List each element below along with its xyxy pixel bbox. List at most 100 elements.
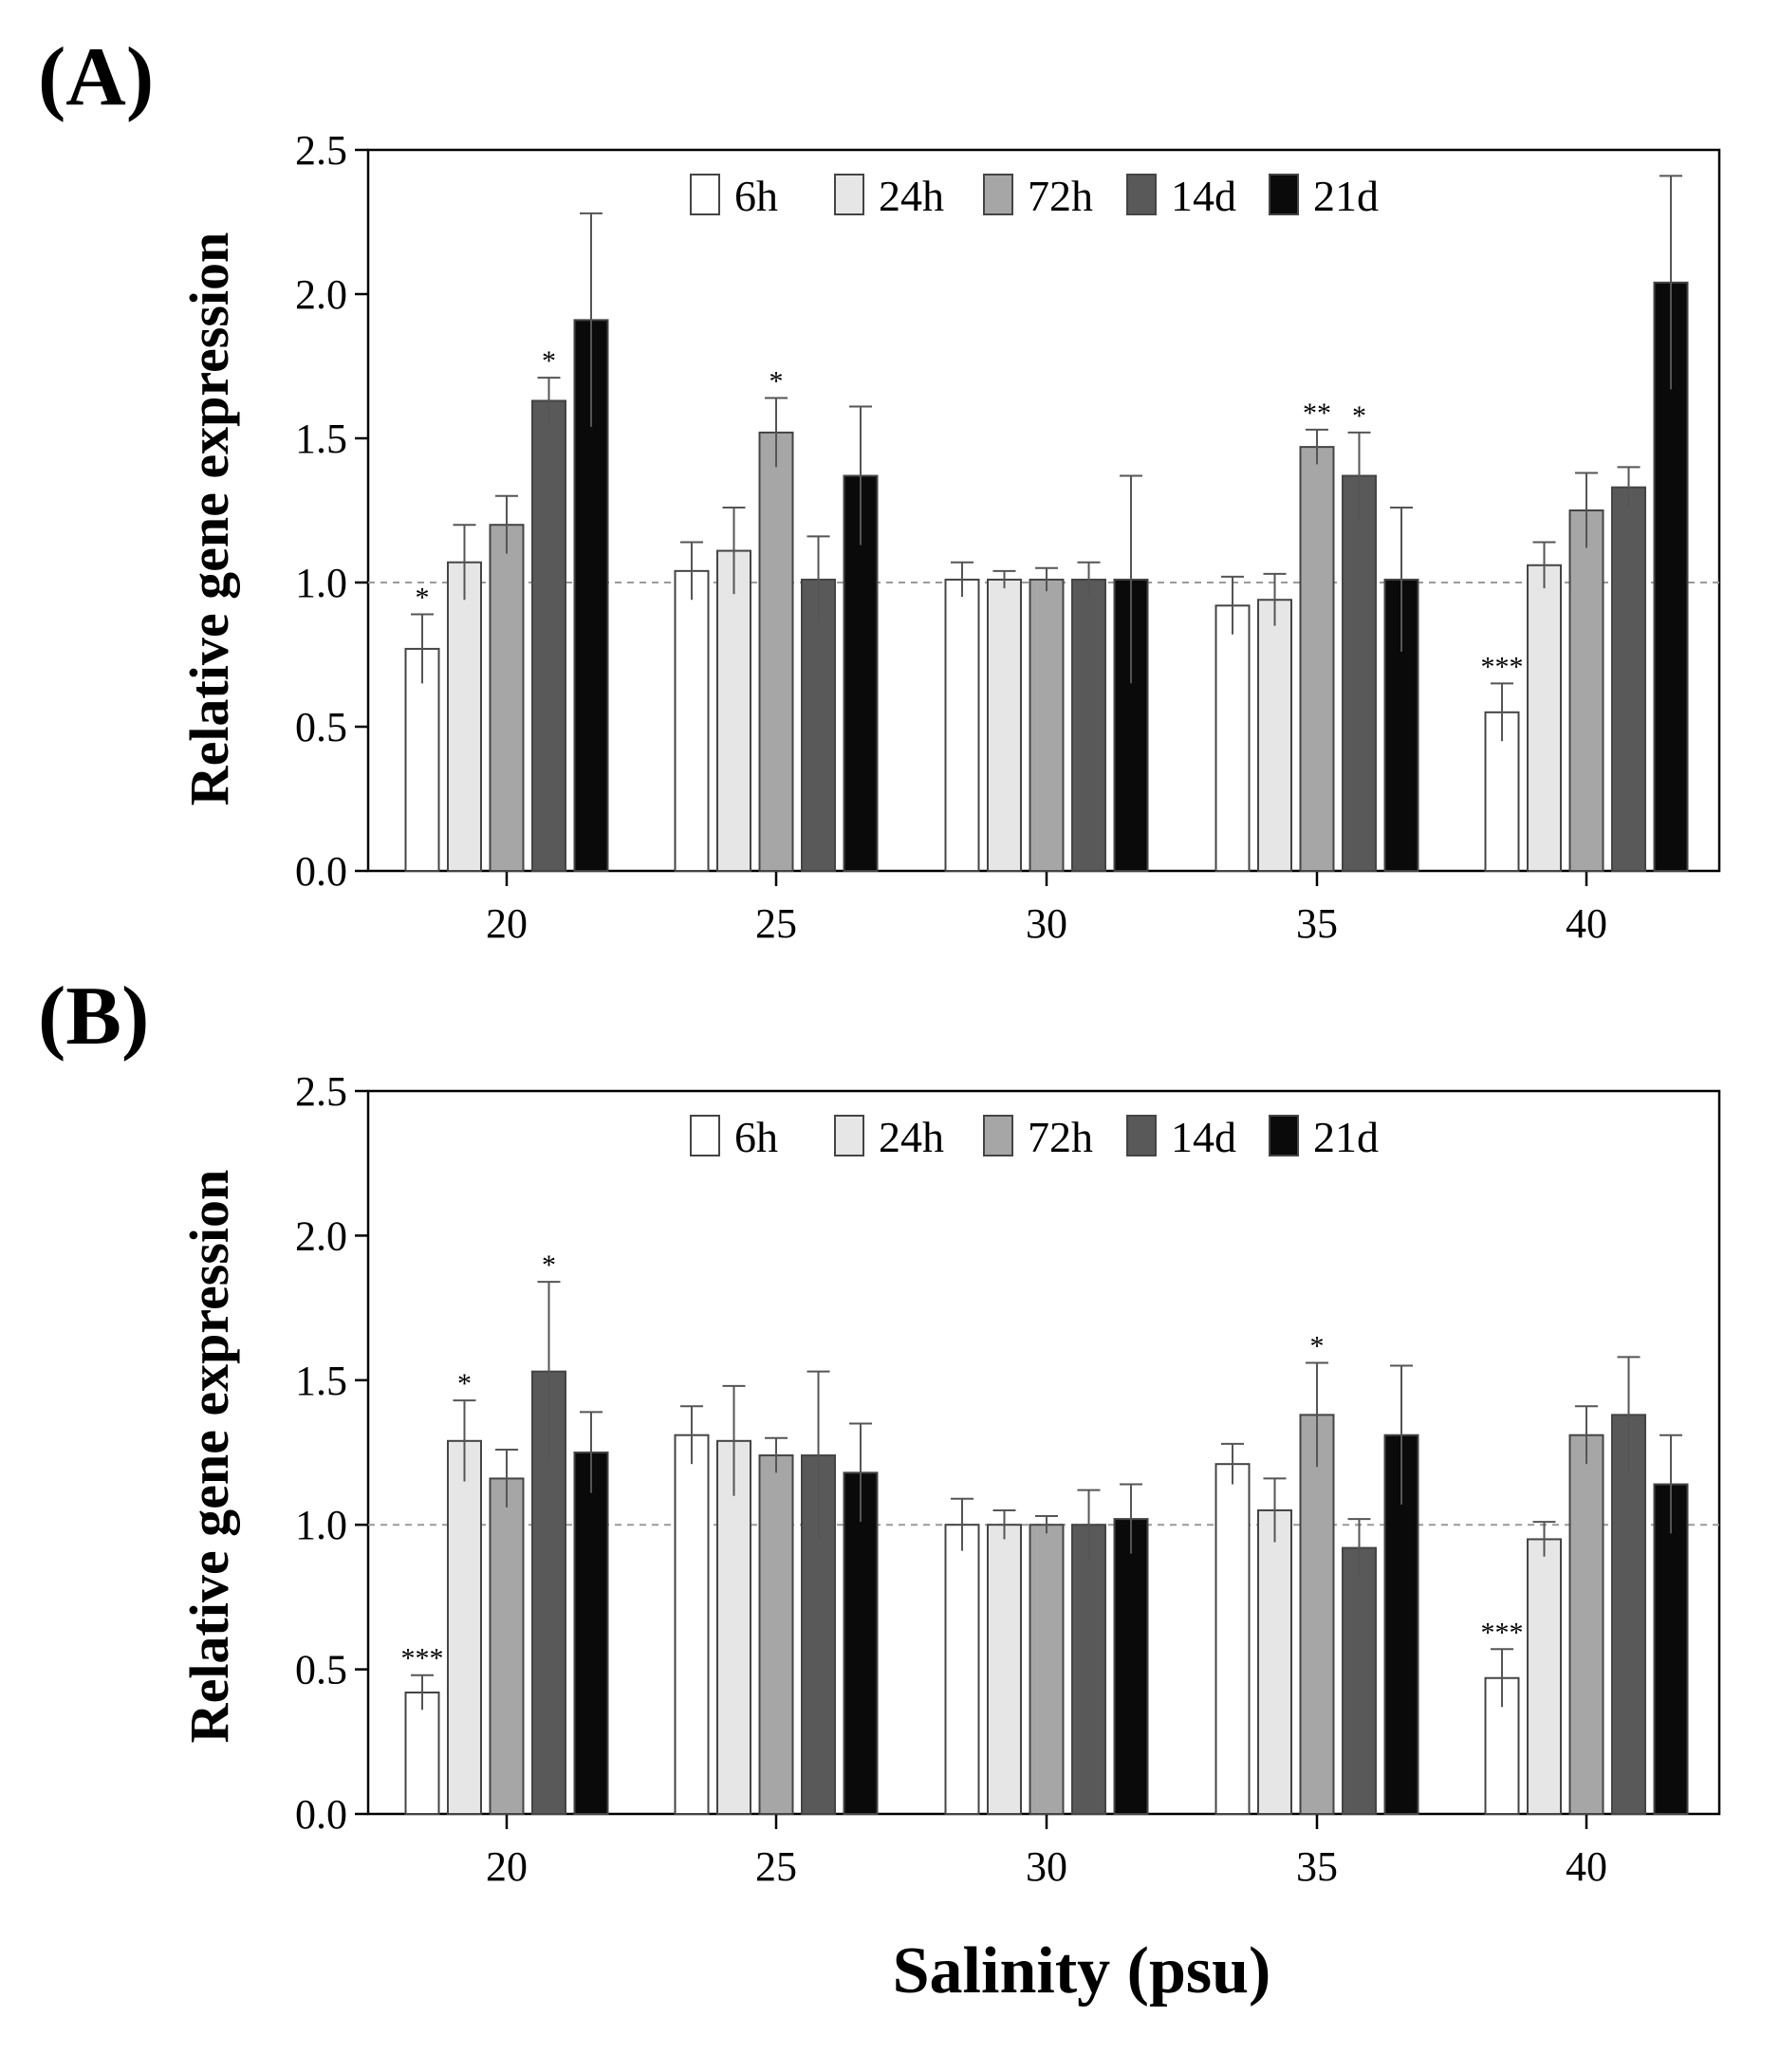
panel-a-y-tick-label: 2.5 [295, 127, 347, 174]
panel-a-x-tick-label: 35 [1296, 900, 1338, 947]
panel-b-bar-72h [1568, 1434, 1604, 1816]
panel-a-significance-72h: * [769, 365, 784, 397]
panel-a-bar-72h [1029, 578, 1065, 873]
panel-b-bar-14d [1342, 1546, 1377, 1815]
panel-b-legend-swatch-21d [1269, 1115, 1299, 1156]
panel-a: (A) Relative gene expression 0.0 0.5 1.0 1.… [38, 31, 1721, 947]
panel-a-legend-swatch-21d [1269, 174, 1299, 215]
panel-a-significance-72h: ** [1303, 398, 1331, 429]
panel-a-bar-72h [1568, 509, 1604, 872]
panel-a-x-tick-label: 40 [1566, 900, 1607, 947]
panel-b-bar-6h [404, 1691, 440, 1816]
panel-b-bar-24h [1527, 1538, 1562, 1815]
panel-b-significance-6h: *** [1481, 1617, 1524, 1648]
panel-a-bar-72h [758, 431, 794, 872]
panel-b-x-tick-label: 40 [1566, 1843, 1607, 1890]
panel-b-y-tick-label: 2.5 [295, 1068, 347, 1115]
x-axis-label: Salinity (psu) [893, 1934, 1271, 2007]
panel-a-legend-label-14d: 14d [1171, 172, 1236, 220]
panel-b-y-tick-label: 0.0 [295, 1791, 347, 1838]
panel-a-plot: 0.00.51.01.52.02.520 25 30 35 40*********6h 2… [295, 127, 1721, 947]
panel-b-bar-21d [1113, 1518, 1149, 1815]
panel-a-y-tick-label: 0.0 [295, 848, 347, 895]
panel-b-legend-label-21d: 21d [1313, 1113, 1379, 1161]
panel-a-significance-14d: * [542, 345, 556, 377]
panel-b-bar-24h [987, 1524, 1022, 1815]
panel-b-x-tick-label: 20 [486, 1843, 528, 1890]
panel-b-legend-swatch-72h [983, 1115, 1013, 1156]
panel-a-legend-swatch-14d [1126, 174, 1157, 215]
panel-b-bar-24h [716, 1439, 751, 1815]
panel-b-bar-21d [1653, 1483, 1689, 1815]
panel-a-bar-14d [1071, 578, 1106, 873]
panel-b-bar-24h [1257, 1508, 1292, 1815]
panel-b-x-tick-label: 30 [1026, 1843, 1067, 1890]
panel-b-bar-24h [447, 1439, 482, 1815]
panel-a-legend-label-24h: 24h [879, 172, 944, 220]
panel-a-bar-6h [1214, 604, 1251, 872]
panel-b-y-tick-label: 2.0 [295, 1212, 347, 1259]
panel-b-legend-swatch-14d [1126, 1115, 1157, 1156]
panel-a-significance-6h: * [416, 582, 430, 613]
panel-a-bar-6h [944, 578, 980, 873]
panel-b-legend-label-14d: 14d [1171, 1113, 1236, 1161]
panel-a-x-tick-label: 20 [486, 900, 528, 947]
panel-a-bar-24h [447, 561, 482, 872]
panel-b-significance-24h: * [457, 1368, 472, 1399]
panel-a-bar-24h [716, 549, 751, 872]
panel-a-x-tick-label: 25 [755, 900, 797, 947]
panel-b-legend-swatch-24h [834, 1115, 864, 1156]
panel-a-bar-14d [801, 578, 836, 873]
panel-b-label: (B) [38, 971, 149, 1063]
panel-b-legend-label-6h: 6h [734, 1113, 778, 1161]
panel-b-significance-14d: * [542, 1249, 556, 1281]
panel-b-legend-label-24h: 24h [879, 1113, 944, 1161]
panel-b-bar-72h [1299, 1414, 1335, 1815]
panel-a-legend-label-72h: 72h [1028, 172, 1093, 220]
panel-b-legend-label-72h: 72h [1028, 1113, 1093, 1161]
panel-b-bar-6h [1214, 1463, 1251, 1816]
panel-b-x-tick-label: 25 [755, 1843, 797, 1890]
panel-b-bar-21d [573, 1452, 609, 1815]
panel-b-y-tick-label: 0.5 [295, 1647, 347, 1693]
panel-a-bar-14d [1611, 486, 1646, 872]
panel-a-significance-14d: * [1352, 400, 1366, 432]
panel-a-y-tick-label: 1.0 [295, 560, 347, 606]
panel-b-bar-72h [489, 1477, 525, 1815]
panel-a-legend-swatch-72h [983, 174, 1013, 215]
panel-a-bar-6h [404, 647, 440, 872]
panel-b-bar-72h [758, 1454, 794, 1815]
panel-b-bar-14d [1611, 1414, 1646, 1815]
panel-a-y-axis-label: Relative gene expression [178, 232, 240, 806]
panel-a-bar-6h [674, 569, 710, 873]
panel-b-bar-21d [843, 1471, 879, 1816]
panel-a-y-tick-label: 1.5 [295, 416, 347, 462]
panel-b: (B) Relative gene expression 0.0 0.5 1.0 1.… [38, 971, 1721, 1890]
panel-a-y-tick-label: 0.5 [295, 704, 347, 750]
panel-b-legend-swatch-6h [690, 1115, 720, 1156]
panel-b-significance-72h: * [1310, 1331, 1325, 1362]
panel-a-bar-24h [1527, 564, 1562, 872]
panel-a-bar-24h [1257, 599, 1292, 872]
panel-b-bar-6h [944, 1524, 980, 1815]
panel-a-bar-14d [1342, 474, 1377, 872]
panel-b-bar-14d [1071, 1524, 1106, 1815]
panel-b-y-tick-label: 1.0 [295, 1502, 347, 1548]
panel-b-x-tick-label: 35 [1296, 1843, 1338, 1890]
panel-b-bar-6h [674, 1434, 710, 1816]
panel-a-bar-72h [489, 524, 525, 872]
panel-a-legend-swatch-24h [834, 174, 864, 215]
panel-b-significance-6h: *** [401, 1643, 444, 1674]
panel-b-bar-72h [1029, 1524, 1065, 1815]
panel-a-significance-6h: *** [1481, 651, 1524, 682]
panel-a-bar-72h [1299, 446, 1335, 872]
panel-a-y-tick-label: 2.0 [295, 271, 347, 318]
panel-a-x-tick-label: 30 [1026, 900, 1067, 947]
panel-a-legend-label-6h: 6h [734, 172, 778, 220]
panel-a-legend-swatch-6h [690, 174, 720, 215]
panel-b-y-axis-label: Relative gene expression [178, 1170, 240, 1744]
panel-b-plot: 0.00.51.01.52.02.520 25 30 35 40*********6h 2… [295, 1068, 1721, 1890]
panel-a-bar-24h [987, 578, 1022, 873]
